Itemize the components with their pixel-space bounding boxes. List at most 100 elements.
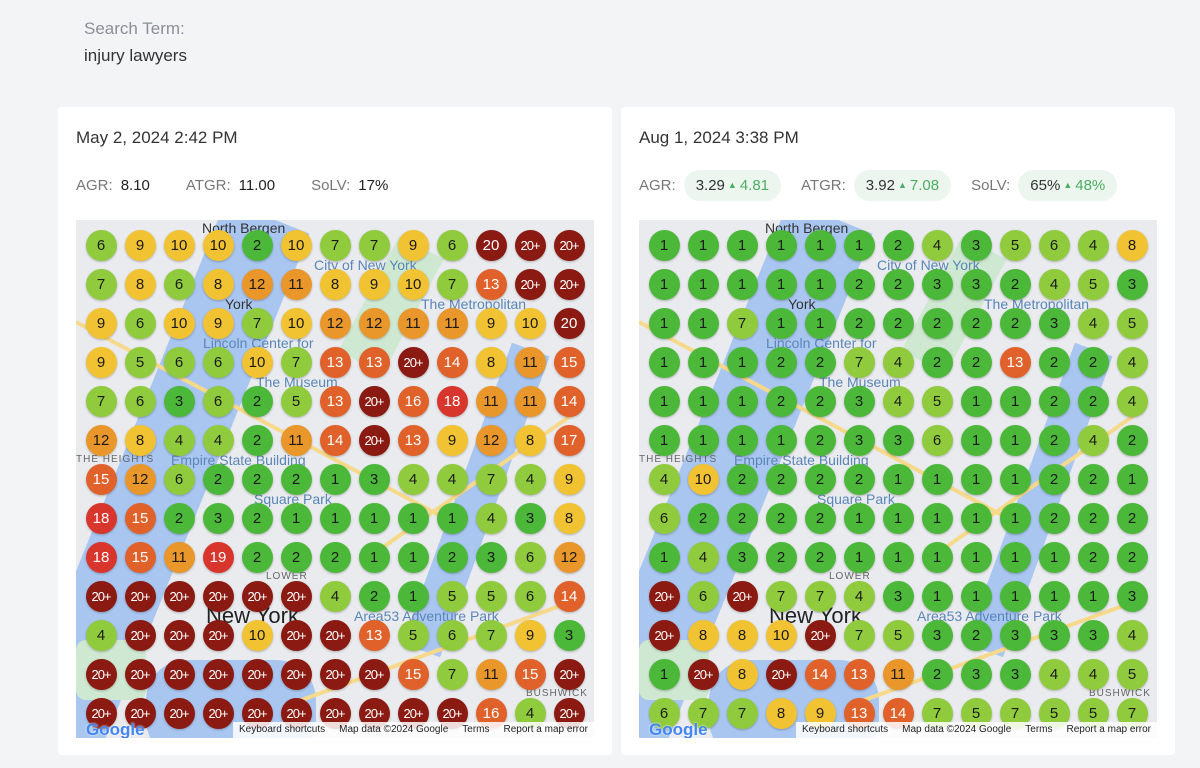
rank-marker[interactable]: 11 [475, 658, 507, 690]
rank-marker[interactable]: 2 [804, 502, 836, 534]
rank-marker[interactable]: 2 [765, 385, 797, 417]
rank-marker[interactable]: 4 [1038, 658, 1070, 690]
rank-marker[interactable]: 4 [319, 580, 351, 612]
rank-marker[interactable]: 6 [514, 580, 546, 612]
rank-marker[interactable]: 9 [85, 307, 117, 339]
rank-marker[interactable]: 11 [514, 385, 546, 417]
rank-marker[interactable]: 20+ [163, 580, 195, 612]
rank-marker[interactable]: 2 [921, 307, 953, 339]
rank-marker[interactable]: 1 [765, 424, 797, 456]
rank-marker[interactable]: 5 [124, 346, 156, 378]
rank-marker[interactable]: 2 [687, 502, 719, 534]
rank-marker[interactable]: 4 [1116, 346, 1148, 378]
rank-marker[interactable]: 6 [163, 346, 195, 378]
rank-marker[interactable]: 15 [514, 658, 546, 690]
rank-marker[interactable]: 3 [882, 580, 914, 612]
rank-marker[interactable]: 1 [726, 385, 758, 417]
rank-marker[interactable]: 1 [999, 463, 1031, 495]
rank-marker[interactable]: 18 [436, 385, 468, 417]
rank-marker[interactable]: 1 [1038, 541, 1070, 573]
rank-marker[interactable]: 15 [124, 502, 156, 534]
rank-marker[interactable]: 4 [882, 346, 914, 378]
rank-marker[interactable]: 3 [960, 658, 992, 690]
rank-marker[interactable]: 2 [280, 541, 312, 573]
rank-marker[interactable]: 1 [765, 229, 797, 261]
rank-marker[interactable]: 2 [241, 463, 273, 495]
rank-marker[interactable]: 3 [726, 541, 758, 573]
rank-marker[interactable]: 10 [202, 229, 234, 261]
rank-marker[interactable]: 3 [1116, 580, 1148, 612]
rank-marker[interactable]: 18 [85, 502, 117, 534]
rank-marker[interactable]: 2 [1038, 424, 1070, 456]
rank-marker[interactable]: 2 [726, 463, 758, 495]
rank-marker[interactable]: 20+ [553, 268, 585, 300]
rank-marker[interactable]: 7 [85, 268, 117, 300]
rank-marker[interactable]: 2 [241, 229, 273, 261]
rank-marker[interactable]: 1 [960, 502, 992, 534]
rank-marker[interactable]: 20+ [765, 658, 797, 690]
rank-marker[interactable]: 15 [124, 541, 156, 573]
rank-marker[interactable]: 12 [358, 307, 390, 339]
rank-marker[interactable]: 10 [163, 229, 195, 261]
rank-marker[interactable]: 20+ [804, 619, 836, 651]
rank-marker[interactable]: 3 [553, 619, 585, 651]
rank-marker[interactable]: 20+ [85, 697, 117, 729]
rank-marker[interactable]: 1 [999, 580, 1031, 612]
rank-marker[interactable]: 12 [85, 424, 117, 456]
rank-marker[interactable]: 20+ [358, 424, 390, 456]
rank-marker[interactable]: 2 [1077, 385, 1109, 417]
rank-marker[interactable]: 2 [1077, 346, 1109, 378]
rank-marker[interactable]: 11 [280, 424, 312, 456]
rank-marker[interactable]: 2 [999, 307, 1031, 339]
rank-marker[interactable]: 20+ [163, 658, 195, 690]
rank-marker[interactable]: 6 [124, 385, 156, 417]
rank-marker[interactable]: 6 [921, 424, 953, 456]
rank-marker[interactable]: 2 [1038, 346, 1070, 378]
rank-marker[interactable]: 8 [124, 424, 156, 456]
rank-marker[interactable]: 5 [1116, 307, 1148, 339]
rank-marker[interactable]: 4 [1077, 658, 1109, 690]
rank-marker[interactable]: 3 [999, 619, 1031, 651]
rank-marker[interactable]: 3 [1038, 307, 1070, 339]
rank-marker[interactable]: 20+ [648, 580, 680, 612]
rank-marker[interactable]: 7 [358, 229, 390, 261]
rank-marker[interactable]: 6 [514, 541, 546, 573]
rank-marker[interactable]: 1 [726, 268, 758, 300]
rank-marker[interactable]: 2 [1077, 502, 1109, 534]
rank-marker[interactable]: 2 [1116, 541, 1148, 573]
rank-marker[interactable]: 3 [475, 541, 507, 573]
rank-marker[interactable]: 2 [960, 346, 992, 378]
rank-marker[interactable]: 13 [319, 385, 351, 417]
rank-marker[interactable]: 2 [765, 346, 797, 378]
rank-marker[interactable]: 20+ [241, 580, 273, 612]
rank-marker[interactable]: 11 [397, 307, 429, 339]
rank-marker[interactable]: 1 [1077, 580, 1109, 612]
rank-marker[interactable]: 5 [1077, 268, 1109, 300]
rank-marker[interactable]: 3 [921, 619, 953, 651]
rank-marker[interactable]: 1 [687, 385, 719, 417]
rank-marker[interactable]: 8 [726, 658, 758, 690]
rank-marker[interactable]: 9 [85, 346, 117, 378]
rank-marker[interactable]: 12 [475, 424, 507, 456]
rank-marker[interactable]: 7 [475, 463, 507, 495]
rank-marker[interactable]: 4 [687, 541, 719, 573]
rank-marker[interactable]: 6 [163, 268, 195, 300]
rank-marker[interactable]: 15 [85, 463, 117, 495]
rank-marker[interactable]: 12 [553, 541, 585, 573]
report-map-error-link[interactable]: Report a map error [503, 724, 588, 735]
rank-marker[interactable]: 1 [843, 541, 875, 573]
rank-marker[interactable]: 3 [843, 385, 875, 417]
rank-marker[interactable]: 5 [436, 580, 468, 612]
rank-marker[interactable]: 1 [882, 502, 914, 534]
rank-marker[interactable]: 1 [648, 268, 680, 300]
rank-marker[interactable]: 20+ [553, 229, 585, 261]
rank-marker[interactable]: 9 [514, 619, 546, 651]
rank-marker[interactable]: 13 [397, 424, 429, 456]
rank-marker[interactable]: 1 [280, 502, 312, 534]
rank-marker[interactable]: 11 [882, 658, 914, 690]
rank-marker[interactable]: 20 [553, 307, 585, 339]
rank-marker[interactable]: 3 [999, 658, 1031, 690]
rank-marker[interactable]: 1 [397, 580, 429, 612]
rank-marker[interactable]: 1 [960, 385, 992, 417]
rank-marker[interactable]: 10 [397, 268, 429, 300]
